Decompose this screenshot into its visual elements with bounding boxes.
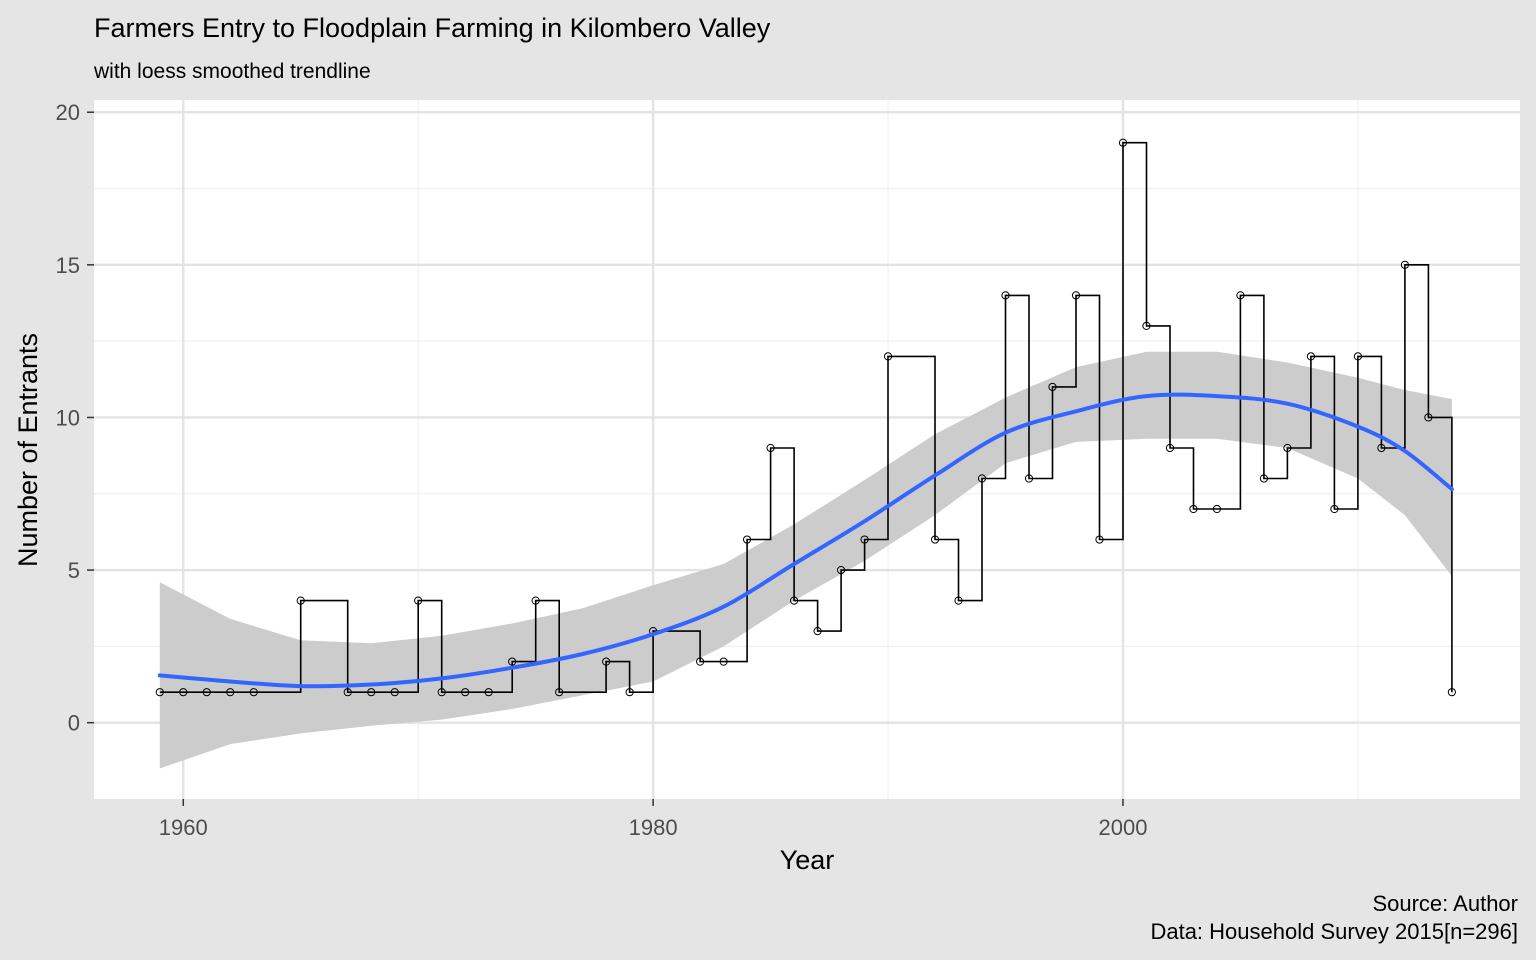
data-point [461, 688, 470, 697]
data-point [836, 565, 846, 575]
confidence-band [159, 351, 1452, 769]
data-points [155, 138, 1456, 697]
data-point [1071, 291, 1081, 300]
axes: 1960 1980 2000 0 5 10 15 20 [56, 100, 1148, 840]
data-point [296, 596, 305, 605]
data-point [1377, 443, 1386, 453]
y-tick-label: 15 [56, 253, 80, 278]
data-point [883, 352, 893, 361]
data-point [202, 688, 211, 697]
y-axis-title: Number of Entrants [13, 333, 43, 567]
data-point [1353, 352, 1363, 361]
y-tick-label: 20 [56, 100, 80, 125]
step-series [159, 141, 1453, 693]
data-point [1212, 504, 1222, 514]
data-point [1048, 382, 1057, 392]
x-axis-title: Year [780, 845, 835, 875]
data-point [1400, 260, 1409, 269]
data-point [1001, 291, 1010, 300]
data-point [625, 688, 634, 697]
data-point [1330, 504, 1339, 514]
step-line [159, 141, 1453, 693]
data-point [508, 657, 517, 666]
loess-trendline [157, 392, 1454, 689]
x-tick-label: 1960 [159, 815, 208, 840]
data-point [1447, 688, 1456, 697]
y-tick-label: 10 [56, 405, 80, 430]
loess-fit-line [157, 392, 1454, 689]
data-point [742, 535, 752, 544]
data-point [930, 535, 940, 544]
y-tick-label: 5 [68, 558, 80, 583]
confidence-band-area [159, 351, 1452, 769]
data-point [719, 657, 728, 666]
data-point [813, 627, 822, 636]
chart-title: Farmers Entry to Floodplain Farming in K… [94, 13, 771, 43]
data-point [1024, 474, 1034, 483]
data-point [414, 596, 423, 605]
chart-subtitle: with loess smoothed trendline [93, 60, 371, 83]
y-tick-label: 0 [68, 711, 80, 736]
data-point [1424, 413, 1433, 422]
data-point [531, 596, 540, 605]
data-point [179, 688, 188, 697]
x-tick-label: 2000 [1098, 815, 1147, 840]
data-point [155, 688, 164, 697]
data-point [1165, 443, 1175, 453]
data-point [602, 657, 611, 666]
data-point [1189, 504, 1198, 514]
data-point [343, 688, 352, 697]
data-point [249, 688, 258, 697]
data-point [437, 688, 446, 697]
data-point [1259, 474, 1269, 483]
data-point [954, 596, 963, 605]
data-point [860, 535, 869, 544]
data-point [766, 443, 775, 453]
caption-data: Data: Household Survey 2015[n=296] [1150, 919, 1518, 944]
data-point [390, 688, 399, 697]
data-point [789, 596, 799, 605]
data-point [1142, 321, 1151, 330]
data-point [1283, 443, 1292, 453]
data-point [226, 688, 235, 697]
data-point [1306, 352, 1316, 361]
data-point [367, 688, 376, 697]
data-point [555, 688, 564, 697]
data-point [1118, 138, 1128, 147]
data-point [484, 688, 493, 697]
caption-source: Source: Author [1372, 891, 1518, 916]
x-tick-label: 1980 [629, 815, 678, 840]
data-point [1095, 535, 1104, 544]
data-point [1236, 291, 1245, 300]
data-point [977, 474, 987, 483]
data-point [696, 657, 705, 666]
